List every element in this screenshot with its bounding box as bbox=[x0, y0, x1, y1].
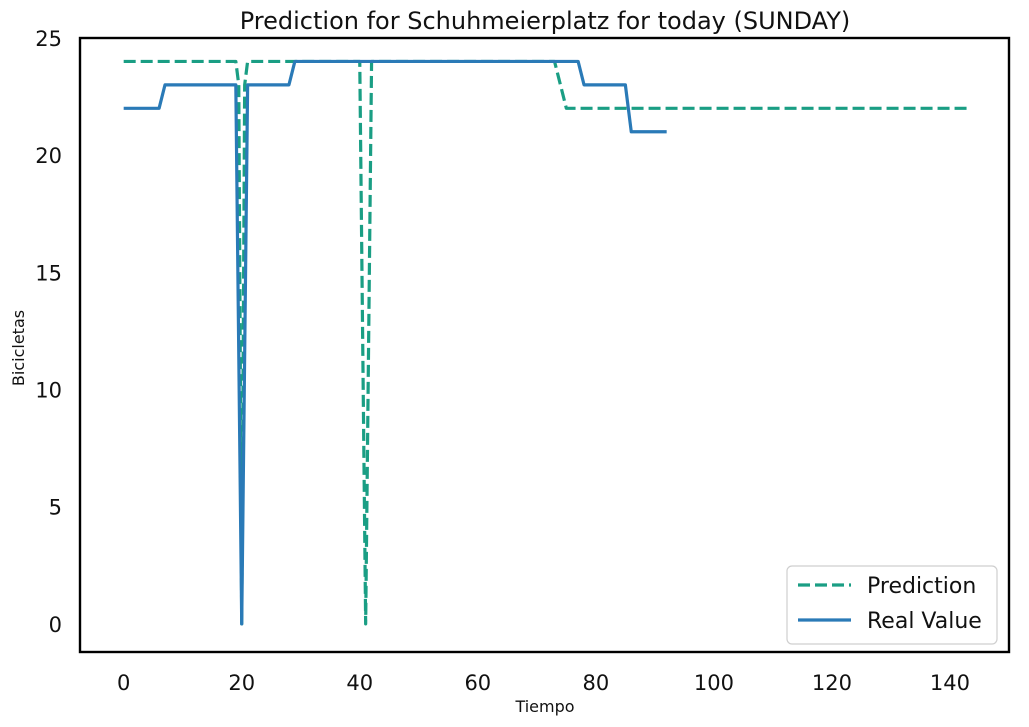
chart-title: Prediction for Schuhmeierplatz for today… bbox=[240, 7, 851, 35]
y-tick-label: 15 bbox=[35, 261, 62, 285]
x-tick-label: 20 bbox=[228, 671, 255, 695]
y-axis-label: Bicicletas bbox=[9, 310, 28, 386]
legend: Prediction Real Value bbox=[786, 565, 998, 645]
legend-label: Real Value bbox=[867, 609, 982, 634]
y-tick-label: 5 bbox=[49, 496, 62, 520]
x-tick-label: 140 bbox=[930, 671, 970, 695]
series-line-prediction bbox=[123, 59, 968, 626]
x-tick-label: 0 bbox=[117, 671, 130, 695]
x-tick-label: 60 bbox=[464, 671, 491, 695]
series-line-real-value bbox=[123, 59, 667, 626]
x-tick-label: 100 bbox=[694, 671, 734, 695]
y-tick-label: 0 bbox=[49, 613, 62, 637]
plot-frame bbox=[78, 36, 1011, 654]
series-layer bbox=[123, 59, 968, 626]
legend-label: Prediction bbox=[867, 574, 976, 599]
tick-layer: 0 20 40 60 80 100 120 140 0 5 10 15 20 25 bbox=[35, 27, 970, 695]
x-tick-label: 120 bbox=[812, 671, 852, 695]
y-tick-label: 25 bbox=[35, 27, 62, 51]
x-tick-label: 40 bbox=[346, 671, 373, 695]
plot-area bbox=[78, 36, 1011, 654]
x-tick-label: 80 bbox=[582, 671, 609, 695]
x-axis-label: Tiempo bbox=[514, 697, 574, 716]
y-tick-label: 10 bbox=[35, 379, 62, 403]
y-tick-label: 20 bbox=[35, 144, 62, 168]
